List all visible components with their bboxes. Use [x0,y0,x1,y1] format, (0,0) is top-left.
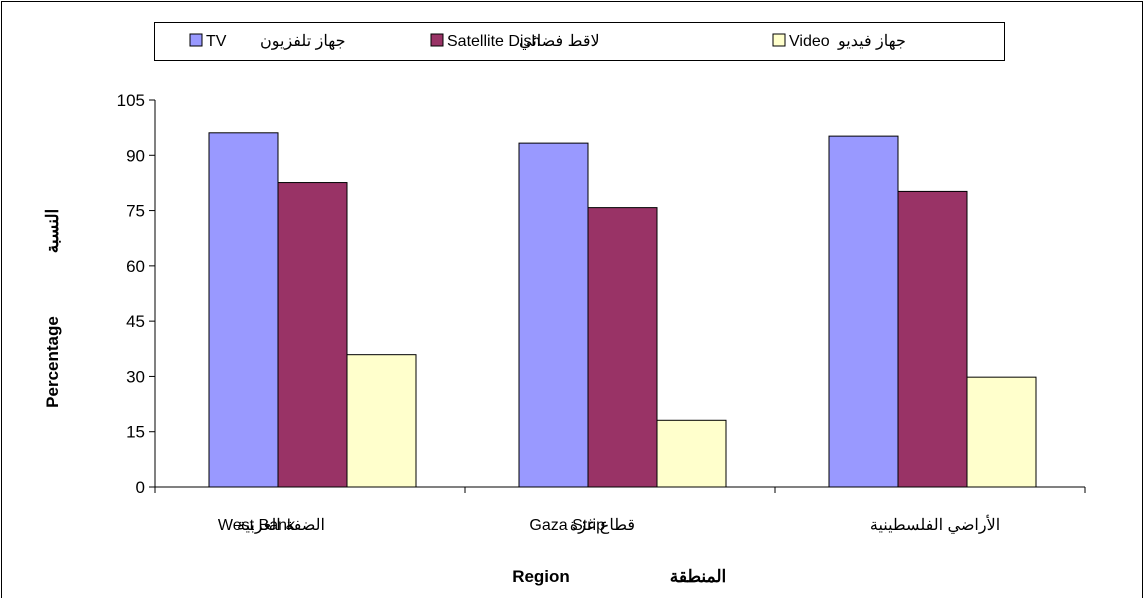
legend-label-en: TV [206,33,227,50]
bar-tv-2 [828,135,899,488]
y-tick-label: 90 [126,146,145,165]
x-axis-title-en: Region [512,567,570,586]
legend-border [154,22,1005,61]
y-tick-label: 0 [136,478,145,497]
y-tick-label: 45 [126,312,145,331]
category-label-ar: الأراضي الفلسطينية [870,515,1000,534]
legend-swatch [772,33,786,47]
legend-label-ar: جهاز تلفزيون [260,33,345,50]
x-axis-title-ar: المنطقة [670,567,727,586]
y-axis-title-ar: النسبة [43,209,62,253]
y-axis-title: Percentage النسبة [43,209,62,408]
legend-item: TV جهاز تلفزيون [189,33,345,50]
legend-swatch [189,33,203,47]
y-tick-label: 75 [126,202,145,221]
bar-satellite-dish-0 [277,182,348,488]
bar-satellite-dish-1 [587,207,658,488]
bar-tv-0 [208,132,279,488]
y-axis-title-en: Percentage [43,316,62,408]
legend-label-ar: جهاز فيديو [837,33,906,50]
bar-tv-1 [518,142,589,488]
bar-video-2 [966,376,1037,488]
legend-label-en: Video [789,33,830,50]
legend-swatch [430,33,444,47]
y-tick-label: 15 [126,423,145,442]
legend-label-ar: لاقط فضائي [519,33,600,50]
bar-video-0 [346,354,417,488]
bar-satellite-dish-2 [897,190,968,488]
category-label-en: Gaza Strip [529,517,605,534]
bars [208,132,1037,488]
category-label: الأراضي الفلسطينية [870,515,1000,534]
legend-item: Video جهاز فيديو [772,33,906,50]
bar-video-1 [656,419,727,488]
category-label-ar: الضفة الغربية [237,517,325,534]
y-tick-label: 30 [126,367,145,386]
x-axis-title: Region المنطقة [512,567,726,586]
category-label-ar: قطاع غزة [570,517,635,534]
y-tick-label: 60 [126,257,145,276]
category-label-en: West Bank [218,517,296,534]
y-tick-label: 105 [117,91,145,110]
legend-label-en: Satellite Dish [447,33,540,50]
